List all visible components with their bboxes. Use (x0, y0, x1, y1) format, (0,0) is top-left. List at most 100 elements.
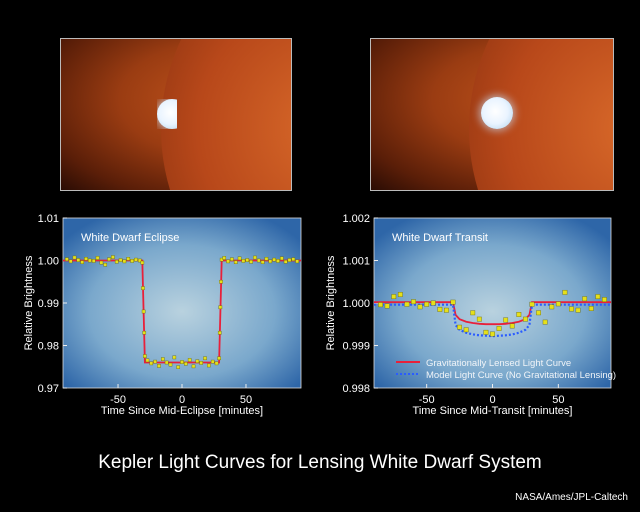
x-tick-label: -50 (419, 394, 435, 406)
data-point (496, 326, 502, 331)
transit-illustration (370, 38, 614, 191)
data-point (384, 303, 390, 309)
data-point (483, 329, 489, 335)
data-point (237, 256, 242, 261)
legend-entry: Model Light Curve (No Gravitational Lens… (426, 370, 616, 381)
chart-title: White Dwarf Transit (392, 232, 488, 244)
data-point (130, 259, 134, 263)
data-point (490, 331, 495, 337)
data-point (523, 316, 528, 322)
data-point (444, 307, 449, 313)
data-point (187, 358, 192, 362)
x-tick-label: 0 (179, 394, 185, 406)
y-tick-label: 1.001 (342, 256, 370, 268)
data-point (253, 255, 257, 260)
data-point (172, 355, 177, 360)
x-axis-label: Time Since Mid-Transit [minutes] (413, 405, 573, 417)
data-point (249, 259, 253, 264)
data-point (463, 327, 469, 333)
y-tick-label: 1.002 (342, 213, 370, 225)
data-point (264, 257, 269, 261)
data-point (143, 354, 147, 358)
data-point (199, 361, 203, 365)
y-tick-label: 1.00 (38, 256, 59, 268)
data-point (95, 256, 100, 260)
x-tick-label: 50 (552, 394, 564, 406)
data-point (203, 356, 207, 361)
data-point (260, 260, 265, 265)
figure-title: Kepler Light Curves for Lensing White Dw… (98, 452, 542, 473)
white-dwarf-image (157, 99, 177, 129)
data-point (542, 319, 548, 325)
data-point (153, 359, 157, 364)
data-point (72, 255, 77, 260)
data-point (134, 257, 138, 262)
data-point (582, 296, 588, 302)
data-point (80, 260, 84, 265)
y-tick-label: 0.98 (38, 341, 59, 353)
data-point (219, 279, 223, 284)
data-point (268, 259, 273, 264)
x-tick-label: 50 (240, 394, 252, 406)
chart-title: White Dwarf Eclipse (81, 232, 179, 244)
data-point (226, 259, 230, 264)
y-tick-label: 0.99 (38, 298, 59, 310)
data-point (245, 258, 250, 262)
data-point (516, 312, 522, 317)
data-point (91, 259, 96, 263)
data-point (65, 257, 69, 262)
data-point (145, 358, 150, 363)
data-point (161, 357, 165, 361)
data-point (195, 359, 200, 364)
data-point (411, 299, 416, 305)
data-point (470, 310, 476, 316)
data-point (142, 330, 147, 335)
x-axis-label: Time Since Mid-Eclipse [minutes] (101, 405, 263, 417)
data-point (137, 258, 142, 263)
y-tick-label: 1.01 (38, 213, 59, 225)
data-point (207, 363, 211, 368)
data-point (118, 258, 123, 262)
data-point (214, 361, 219, 366)
star-image (161, 39, 291, 190)
data-point (241, 259, 246, 263)
data-point (404, 301, 410, 307)
data-point (503, 317, 509, 323)
eclipse-illustration (60, 38, 292, 191)
data-point (191, 364, 196, 369)
data-point (450, 299, 456, 305)
data-point (287, 258, 292, 262)
data-point (68, 259, 73, 264)
data-point (536, 310, 541, 316)
data-point (595, 294, 601, 300)
data-point (157, 364, 161, 368)
data-point (283, 259, 288, 264)
data-point (168, 362, 173, 367)
image-credit: NASA/Ames/JPL-Caltech (515, 492, 628, 503)
data-point (272, 257, 276, 262)
data-point (76, 258, 81, 262)
data-point (391, 294, 397, 300)
data-point (430, 300, 436, 306)
data-point (575, 307, 581, 313)
data-point (397, 292, 403, 297)
data-point (180, 360, 184, 364)
data-point (256, 258, 261, 263)
data-point (184, 361, 188, 366)
y-axis-label: Relative Brightness (325, 255, 337, 350)
data-point (217, 356, 221, 361)
data-point (280, 256, 284, 261)
legend-entry: Gravitationally Lensed Light Curve (426, 358, 571, 369)
data-point (222, 256, 227, 260)
data-point (164, 360, 169, 365)
data-point (233, 260, 238, 265)
data-point (99, 260, 104, 265)
data-point (588, 306, 594, 311)
data-point (176, 365, 180, 369)
data-point (126, 257, 131, 261)
eclipse-chart: White Dwarf Eclipse 0.97 0.98 0.99 1.00 1.01 -… (23, 213, 302, 417)
data-point (230, 257, 234, 262)
y-tick-label: 0.999 (342, 341, 370, 353)
data-point (218, 305, 223, 310)
